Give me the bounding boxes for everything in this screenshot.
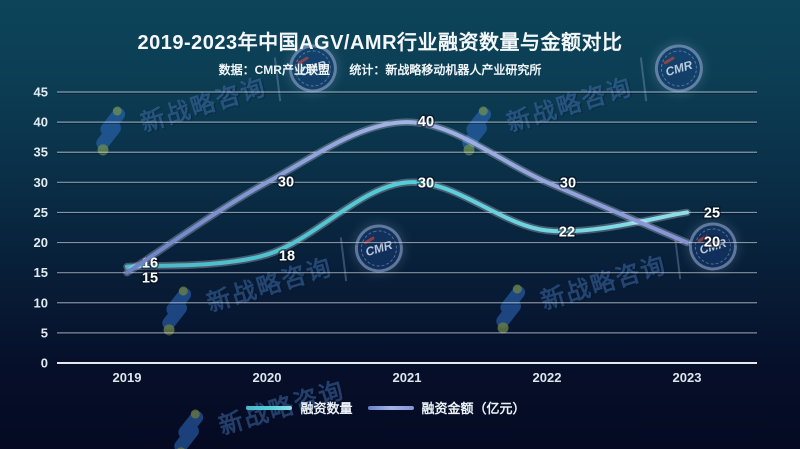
legend-item-financing-count: 融资数量 — [246, 398, 353, 417]
data-label-financing-count: 30 — [418, 175, 434, 191]
chart-subtitle: 数据：CMR产业联盟 统计：新战略移动机器人产业研究所 — [0, 61, 760, 78]
x-axis-label: 2019 — [113, 370, 142, 385]
x-axis-label: 2022 — [533, 370, 562, 385]
x-axis-label: 2021 — [393, 370, 422, 385]
y-tick-label: 10 — [34, 295, 48, 310]
series-glow-financing-count — [123, 178, 691, 271]
data-label-financing-amount: 15 — [142, 271, 158, 287]
y-tick-label: 0 — [41, 356, 48, 371]
chart-header: 2019-2023年中国AGV/AMR行业融资数量与金额对比 数据：CMR产业联… — [0, 26, 760, 78]
y-tick-label: 20 — [34, 235, 48, 250]
data-source-label: 数据：CMR产业联盟 — [218, 63, 330, 77]
y-tick-label: 15 — [34, 265, 48, 280]
y-tick-label: 35 — [34, 145, 48, 160]
series-glow-financing-amount — [123, 118, 691, 277]
legend-label-count: 融资数量 — [300, 401, 353, 416]
legend-label-amount: 融资金额（亿元） — [421, 401, 526, 416]
data-label-financing-amount: 40 — [418, 114, 434, 130]
legend-item-financing-amount: 融资金额（亿元） — [367, 398, 526, 417]
y-tick-label: 45 — [34, 85, 48, 100]
data-label-financing-count: 18 — [279, 249, 295, 265]
x-axis-label: 2023 — [673, 370, 702, 385]
y-tick-label: 25 — [34, 205, 48, 220]
y-tick-label: 40 — [34, 115, 48, 130]
data-label-financing-count: 22 — [559, 225, 575, 241]
chart-legend: 融资数量 融资金额（亿元） — [0, 398, 772, 417]
chart-title: 2019-2023年中国AGV/AMR行业融资数量与金额对比 — [137, 32, 623, 54]
data-label-financing-amount: 20 — [704, 235, 720, 251]
data-label-financing-count: 25 — [704, 205, 720, 221]
y-tick-label: 30 — [34, 175, 48, 190]
legend-swatch-count — [246, 405, 293, 410]
data-label-financing-amount: 30 — [560, 175, 576, 191]
legend-swatch-amount — [367, 405, 414, 410]
series-line-financing-amount — [125, 120, 689, 275]
series-line-financing-count — [125, 180, 689, 269]
data-label-financing-amount: 30 — [278, 174, 294, 190]
statistics-source-label: 统计：新战略移动机器人产业研究所 — [349, 63, 542, 77]
x-axis-label: 2020 — [253, 370, 282, 385]
y-tick-label: 5 — [41, 325, 48, 340]
